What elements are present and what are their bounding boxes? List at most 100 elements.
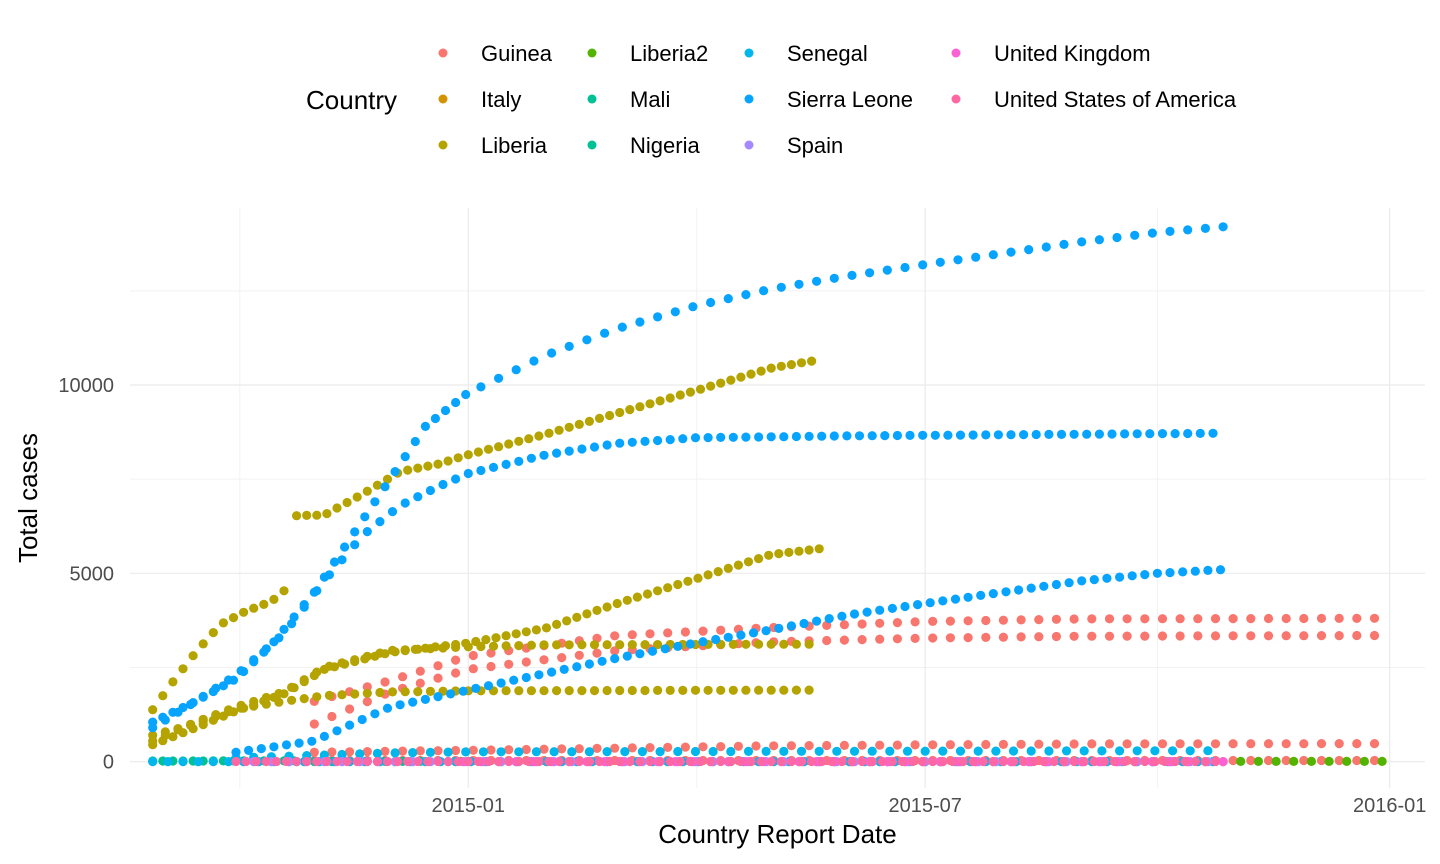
point-sierra-leone <box>345 720 355 730</box>
point-sierra-leone <box>842 431 852 441</box>
point-sierra-leone <box>824 614 834 624</box>
point-united-states-of-america <box>584 756 595 767</box>
point-guinea <box>451 745 461 756</box>
point-united-states-of-america <box>1079 756 1089 767</box>
point-senegal <box>549 747 559 757</box>
point-senegal <box>1132 746 1142 756</box>
point-guinea <box>1352 755 1362 766</box>
point-liberia <box>413 463 423 473</box>
point-liberia <box>425 686 435 697</box>
point-liberia <box>716 378 726 388</box>
point-senegal <box>938 746 948 756</box>
point-guinea <box>1016 739 1026 749</box>
legend-key-mali <box>587 94 597 104</box>
point-sierra-leone <box>1102 573 1112 583</box>
point-sierra-leone <box>509 675 519 685</box>
point-liberia <box>653 586 663 596</box>
point-guinea <box>451 668 461 678</box>
point-liberia <box>577 686 587 696</box>
point-liberia <box>168 732 178 742</box>
point-sierra-leone <box>160 715 170 725</box>
point-sierra-leone <box>1152 568 1162 578</box>
point-sierra-leone <box>627 437 637 447</box>
point-liberia <box>574 419 584 429</box>
point-guinea <box>574 650 584 660</box>
point-senegal <box>690 746 701 757</box>
point-guinea <box>1140 631 1150 641</box>
point-liberia <box>438 643 448 653</box>
point-senegal <box>531 747 542 757</box>
point-liberia <box>387 687 398 697</box>
point-sierra-leone <box>1147 228 1157 238</box>
point-guinea <box>327 747 337 757</box>
point-liberia <box>673 579 683 590</box>
point-guinea <box>1281 755 1291 766</box>
point-sierra-leone <box>1190 566 1200 576</box>
legend-label-italy: Italy <box>481 87 521 112</box>
point-sierra-leone <box>1006 430 1016 440</box>
point-sierra-leone <box>390 467 400 477</box>
point-guinea <box>1175 739 1185 749</box>
point-guinea <box>380 746 390 757</box>
point-senegal <box>1115 746 1125 756</box>
point-sierra-leone <box>829 273 839 283</box>
point-sierra-leone <box>463 468 473 479</box>
point-guinea <box>1334 739 1344 749</box>
legend-label-nigeria: Nigeria <box>630 133 700 158</box>
point-sierra-leone <box>408 697 418 707</box>
point-liberia <box>287 695 297 705</box>
point-guinea <box>327 711 337 722</box>
point-united-states-of-america <box>1120 756 1130 767</box>
point-guinea <box>1175 614 1185 624</box>
point-sierra-leone <box>461 389 471 400</box>
point-liberia <box>259 599 269 610</box>
point-united-states-of-america <box>998 756 1009 767</box>
point-guinea <box>1087 614 1097 624</box>
point-guinea <box>981 632 991 643</box>
point-senegal <box>208 757 218 767</box>
point-sierra-leone <box>615 438 625 448</box>
point-sierra-leone <box>703 433 713 443</box>
point-liberia2 <box>1289 756 1299 767</box>
point-guinea <box>1246 614 1256 624</box>
point-sierra-leone <box>610 654 620 664</box>
point-united-states-of-america <box>615 756 625 767</box>
point-united-states-of-america <box>443 756 453 767</box>
point-liberia <box>541 623 552 633</box>
point-united-states-of-america <box>786 756 797 767</box>
legend-key-liberia <box>438 140 448 150</box>
point-guinea <box>928 616 938 627</box>
point-senegal <box>148 757 158 767</box>
point-senegal <box>902 746 913 756</box>
point-guinea <box>362 747 372 757</box>
point-sierra-leone <box>471 683 481 694</box>
point-liberia <box>632 592 643 602</box>
point-sierra-leone <box>665 435 675 445</box>
point-united-states-of-america <box>372 756 382 767</box>
point-liberia <box>514 436 524 446</box>
point-united-states-of-america <box>1170 756 1180 767</box>
point-guinea <box>309 719 319 729</box>
point-guinea <box>1263 739 1274 749</box>
point-united-states-of-america <box>1099 756 1109 767</box>
point-sierra-leone <box>231 747 241 757</box>
point-united-states-of-america <box>766 756 776 767</box>
point-liberia <box>208 628 218 638</box>
point-united-states-of-america <box>1130 756 1140 767</box>
point-liberia <box>526 686 537 696</box>
point-guinea <box>1246 755 1256 766</box>
point-liberia <box>322 508 332 519</box>
point-liberia <box>160 730 170 741</box>
point-guinea <box>398 746 408 756</box>
point-liberia <box>463 450 473 460</box>
point-liberia <box>332 503 342 513</box>
point-guinea <box>362 682 372 692</box>
point-guinea <box>1069 631 1079 641</box>
x-axis-title: Country Report Date <box>658 819 896 849</box>
point-sierra-leone <box>786 621 797 631</box>
point-liberia <box>148 705 158 715</box>
point-sierra-leone <box>1183 428 1193 439</box>
point-liberia <box>716 685 726 695</box>
y-tick-label: 0 <box>103 752 114 774</box>
point-sierra-leone <box>736 630 746 640</box>
